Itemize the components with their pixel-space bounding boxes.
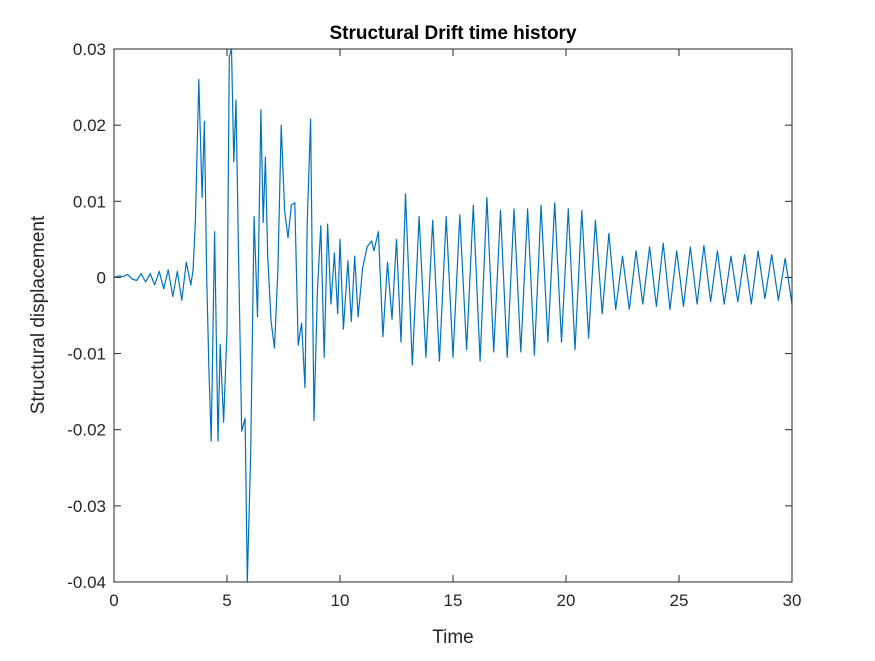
x-tick-label: 25: [670, 591, 689, 610]
y-axis-label: Structural displacement: [28, 215, 49, 414]
y-tick-labels: -0.04 -0.03 -0.02 -0.01 0 0.01 0.02 0.03: [67, 40, 106, 592]
x-tick-label: 20: [557, 591, 576, 610]
x-tick-label: 5: [222, 591, 231, 610]
x-tick-labels: 0 5 10 15 20 25 30: [109, 591, 801, 610]
y-tick-label: -0.01: [67, 345, 106, 364]
y-tick-label: -0.02: [67, 421, 106, 440]
series-line-structural-drift: [113, 48, 793, 583]
x-tick-label: 15: [444, 591, 463, 610]
x-tick-label: 10: [331, 591, 350, 610]
y-tick-label: 0.03: [73, 40, 106, 59]
y-tick-label: -0.04: [67, 573, 106, 592]
y-tick-label: 0.01: [73, 192, 106, 211]
x-axis-label: Time: [432, 627, 474, 648]
y-tick-label: 0: [97, 268, 106, 287]
y-tick-label: -0.03: [67, 497, 106, 516]
x-tick-label: 0: [109, 591, 118, 610]
plot-box: [113, 48, 793, 583]
x-tick-label: 30: [783, 591, 802, 610]
chart-title: Structural Drift time history: [329, 23, 576, 44]
y-tick-label: 0.02: [73, 116, 106, 135]
